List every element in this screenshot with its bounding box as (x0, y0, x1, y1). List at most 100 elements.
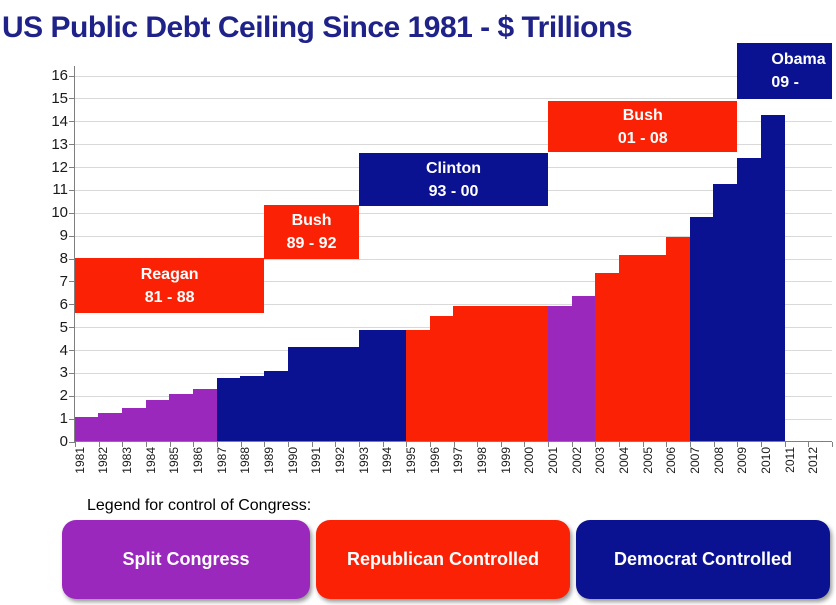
x-tick-27 (713, 442, 715, 447)
y-tick-6 (69, 304, 75, 306)
x-tick-30 (784, 442, 786, 447)
gridline-15 (75, 98, 832, 100)
x-tick-label-1996: 1996 (427, 447, 442, 474)
y-tick-10 (69, 212, 75, 214)
x-tick-label-1999: 1999 (498, 447, 513, 474)
bar-1983 (122, 407, 147, 442)
president-term: 09 - (771, 74, 799, 91)
y-tick-label-16: 16 (51, 67, 68, 84)
bar-2008 (713, 183, 738, 442)
bar-1994 (382, 329, 407, 442)
gridline-13 (75, 144, 832, 146)
y-tick-label-4: 4 (59, 341, 68, 359)
x-tick-5 (193, 442, 195, 447)
legend-item-republican: Republican Controlled (316, 520, 570, 599)
y-tick-label-7: 7 (59, 272, 68, 290)
bar-2005 (642, 254, 667, 442)
president-name: Obama (771, 51, 826, 68)
x-tick-18 (500, 442, 502, 447)
president-box-bush-1: Bush 89 - 92 (264, 205, 359, 259)
x-tick-21 (571, 442, 573, 447)
y-tick-label-6: 6 (59, 295, 68, 313)
president-term: 93 - 00 (428, 182, 479, 200)
y-tick-label-5: 5 (59, 318, 68, 336)
y-tick-label-15: 15 (51, 89, 68, 107)
x-tick-label-1984: 1984 (143, 447, 158, 474)
y-tick-14 (69, 121, 75, 123)
bar-2001 (547, 305, 573, 442)
bar-2010 (760, 115, 785, 442)
legend-heading: Legend for control of Congress: (87, 497, 312, 514)
x-tick-label-2004: 2004 (616, 447, 631, 474)
bar-1981 (74, 417, 99, 442)
y-tick-label-12: 12 (51, 158, 68, 176)
gridline-6 (75, 304, 832, 306)
x-tick-9 (287, 442, 289, 447)
gridline-16 (75, 75, 832, 77)
bar-1987 (216, 377, 241, 442)
chart-title: US Public Debt Ceiling Since 1981 - $ Tr… (2, 11, 633, 44)
gridline-8 (75, 258, 832, 260)
bar-1999 (500, 305, 525, 442)
x-tick-label-1998: 1998 (474, 447, 489, 474)
y-tick-16 (69, 75, 75, 77)
x-tick-13 (382, 442, 384, 447)
x-tick-16 (453, 442, 455, 447)
president-box-reagan-0: Reagan 81 - 88 (75, 258, 265, 313)
legend-item-label: Democrat Controlled (613, 549, 793, 569)
bar-1996 (429, 316, 454, 442)
president-box-clinton-2: Clinton 93 - 00 (358, 153, 549, 206)
x-tick-label-2011: 2011 (782, 447, 797, 473)
x-tick-32 (832, 442, 833, 447)
president-box-bush-3: Bush 01 - 08 (548, 101, 738, 152)
bar-1998 (476, 305, 502, 442)
y-tick-5 (69, 327, 75, 329)
x-tick-label-1988: 1988 (238, 447, 253, 474)
x-tick-label-1997: 1997 (451, 447, 466, 474)
x-tick-label-1982: 1982 (96, 447, 111, 474)
president-term: 01 - 08 (617, 129, 668, 147)
x-tick-label-1992: 1992 (333, 447, 348, 474)
bar-1982 (98, 412, 123, 442)
y-tick-9 (69, 235, 75, 237)
y-tick-3 (69, 372, 75, 374)
x-tick-19 (524, 442, 526, 447)
x-tick-label-2001: 2001 (545, 447, 560, 474)
x-tick-label-2007: 2007 (687, 447, 702, 474)
president-name: Bush (622, 106, 663, 124)
x-tick-label-1990: 1990 (285, 447, 300, 474)
x-tick-12 (358, 442, 360, 447)
bar-2007 (689, 217, 714, 442)
bar-1993 (358, 329, 383, 442)
x-tick-8 (264, 442, 266, 447)
x-tick-4 (169, 442, 171, 447)
bar-1992 (334, 347, 360, 442)
plot-area (74, 66, 832, 442)
y-tick-label-14: 14 (51, 112, 68, 130)
x-tick-1 (98, 442, 100, 447)
x-tick-label-1986: 1986 (191, 447, 206, 474)
x-tick-14 (406, 442, 408, 447)
bar-1997 (453, 305, 478, 442)
x-tick-label-1981: 1981 (72, 447, 87, 474)
y-tick-13 (69, 144, 75, 146)
bar-2003 (595, 273, 620, 442)
bar-2002 (571, 295, 596, 442)
gridline-9 (75, 235, 832, 237)
bar-2006 (666, 236, 691, 442)
bar-2009 (737, 158, 762, 442)
bar-2000 (524, 305, 549, 442)
x-tick-label-1995: 1995 (404, 447, 419, 474)
y-tick-0 (69, 441, 75, 443)
president-name: Reagan (140, 265, 199, 283)
y-tick-label-8: 8 (59, 250, 68, 267)
y-tick-label-11: 11 (52, 181, 68, 199)
bar-1985 (169, 394, 194, 442)
x-tick-11 (335, 442, 337, 447)
bar-1991 (311, 347, 336, 442)
x-tick-28 (737, 442, 739, 447)
x-tick-26 (690, 442, 692, 447)
bar-1990 (287, 347, 312, 442)
x-tick-label-1983: 1983 (120, 447, 135, 474)
